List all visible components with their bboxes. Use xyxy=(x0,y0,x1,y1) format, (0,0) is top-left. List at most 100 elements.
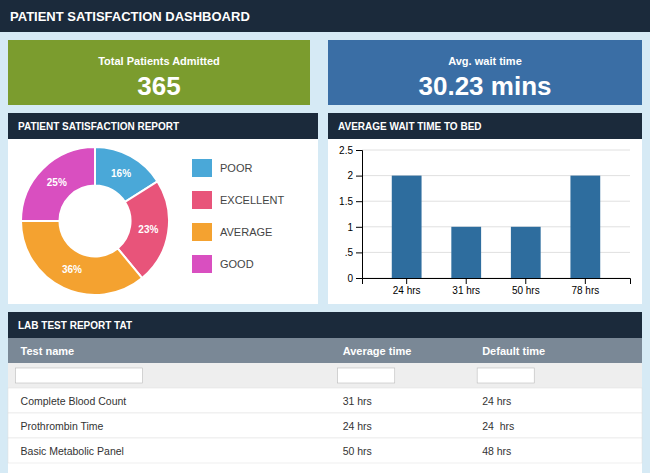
table-header-row xyxy=(8,338,642,363)
tick-label: 2 xyxy=(347,170,353,181)
data-label: 25% xyxy=(47,177,67,188)
filter-box xyxy=(477,368,534,383)
table-header-cell: Test name xyxy=(21,345,75,357)
slices xyxy=(21,147,169,295)
section-header xyxy=(8,312,642,338)
filter-box xyxy=(338,368,395,383)
legend-item: GOOD xyxy=(192,255,254,273)
table-cell: 48 hrs xyxy=(482,445,511,457)
grid-line xyxy=(362,150,630,151)
data-label: 36% xyxy=(62,264,82,275)
table-cell: 50 hrs xyxy=(343,445,372,457)
card-background xyxy=(8,40,310,105)
y-tick: 0 xyxy=(347,273,362,284)
table-cell: Prothrombin Time xyxy=(21,420,104,432)
tick-label: 24 hrs xyxy=(393,285,421,296)
x-tick: 78 hrs xyxy=(571,278,599,296)
table-row xyxy=(8,438,642,463)
legend-swatch xyxy=(192,223,212,241)
bar xyxy=(570,176,600,278)
legend-item: POOR xyxy=(192,159,252,177)
card-label: Avg. wait time xyxy=(448,55,522,67)
x-axis: 24 hrs 31 hrs 50 hrs 78 hrs xyxy=(363,278,631,296)
y-tick: 1 xyxy=(347,222,362,233)
tick-mark xyxy=(525,278,526,284)
legend-label: POOR xyxy=(220,162,252,174)
tick-label: 1 xyxy=(347,222,353,233)
x-tick: 50 hrs xyxy=(512,278,540,296)
kpi-card: Total Patients Admitted 365 xyxy=(8,40,310,105)
tick-mark xyxy=(356,176,362,177)
table-cell: 24 hrs xyxy=(343,420,372,432)
table-cell: 31 hrs xyxy=(343,395,372,407)
tick-mark xyxy=(356,201,362,202)
donut-slice xyxy=(21,221,142,295)
section-header xyxy=(8,113,318,139)
legend-item: AVERAGE xyxy=(192,223,272,241)
panel xyxy=(8,338,642,473)
x-tick: 31 hrs xyxy=(452,278,480,296)
y-tick: 2.5 xyxy=(339,145,362,156)
legend-swatch xyxy=(192,255,212,273)
filter-box xyxy=(16,368,143,383)
axis-line xyxy=(356,151,363,279)
data-label: 16% xyxy=(111,168,131,179)
section-header xyxy=(328,113,642,139)
dashboard: PATIENT SATISFACTION DASHBOARD Total Pati… xyxy=(0,0,650,473)
bars xyxy=(392,176,600,278)
table-filter-row xyxy=(8,363,642,388)
table-row xyxy=(8,413,642,438)
table-header-cell: Average time xyxy=(343,345,412,357)
tick-mark xyxy=(356,150,362,151)
data-label: 23% xyxy=(138,224,158,235)
table: Test name Average time Default time Complet… xyxy=(8,338,642,463)
donut-slice xyxy=(21,147,95,221)
tick-label: 78 hrs xyxy=(571,285,599,296)
legend-swatch xyxy=(192,191,212,209)
bar xyxy=(392,176,422,278)
tick-mark xyxy=(585,278,586,284)
tick-label: 31 hrs xyxy=(452,285,480,296)
legend-item: EXCELLENT xyxy=(192,191,284,209)
card-label: Total Patients Admitted xyxy=(98,55,220,67)
tick-mark xyxy=(356,227,362,228)
legend-swatch xyxy=(192,159,212,177)
bar xyxy=(511,227,541,278)
legend-label: EXCELLENT xyxy=(220,194,284,206)
panel xyxy=(8,139,318,304)
bar-chart: 24 hrs 31 hrs 50 hrs 78 hrs 0 .5 1 1.5 2 2.5 xyxy=(339,145,630,296)
table-row xyxy=(8,388,642,413)
x-tick: 24 hrs xyxy=(393,278,421,296)
y-tick: .5 xyxy=(345,247,362,258)
section-title: LAB TEST REPORT TAT xyxy=(18,320,132,331)
tick-label: 0 xyxy=(347,273,353,284)
title: PATIENT SATISFACTION DASHBOARD xyxy=(10,9,250,24)
bar xyxy=(451,227,481,278)
card-value: 365 xyxy=(137,71,180,101)
y-tick: 2 xyxy=(347,170,362,181)
y-tick: 1.5 xyxy=(339,196,362,207)
tick-mark xyxy=(356,278,362,279)
legend-label: AVERAGE xyxy=(220,226,272,238)
tick-label: 1.5 xyxy=(339,196,353,207)
y-axis: 0 .5 1 1.5 2 2.5 xyxy=(339,145,362,284)
donut-chart: 16% 23% 36% 25% xyxy=(21,147,169,295)
table-header-cell: Default time xyxy=(482,345,545,357)
tick-label: 50 hrs xyxy=(512,285,540,296)
section-title: PATIENT SATISFACTION REPORT xyxy=(18,121,179,132)
tick-mark xyxy=(466,278,467,284)
kpi-card: Avg. wait time 30.23 mins xyxy=(328,40,642,105)
card-background xyxy=(328,40,642,105)
tick-label: 2.5 xyxy=(339,145,353,156)
table-cell: Basic Metabolic Panel xyxy=(21,445,124,457)
legend-label: GOOD xyxy=(220,258,254,270)
table-cell: Complete Blood Count xyxy=(21,395,127,407)
section-title: AVERAGE WAIT TIME TO BED xyxy=(338,121,482,132)
axis-line xyxy=(363,279,631,285)
title-bar xyxy=(0,0,650,32)
grid xyxy=(362,150,630,278)
tick-label: .5 xyxy=(345,247,354,258)
card-value: 30.23 mins xyxy=(419,71,552,101)
table-cell: 24 hrs xyxy=(482,420,514,432)
background xyxy=(0,0,650,473)
